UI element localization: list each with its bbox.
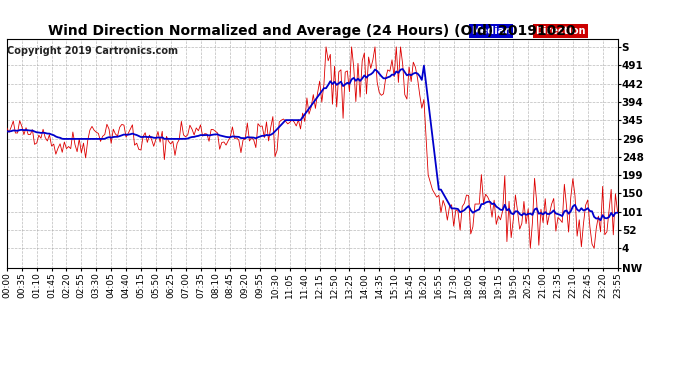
Text: Direction: Direction [535, 26, 586, 36]
Text: Median: Median [471, 26, 511, 36]
Text: Copyright 2019 Cartronics.com: Copyright 2019 Cartronics.com [7, 46, 178, 56]
Title: Wind Direction Normalized and Average (24 Hours) (Old) 20191020: Wind Direction Normalized and Average (2… [48, 24, 576, 38]
